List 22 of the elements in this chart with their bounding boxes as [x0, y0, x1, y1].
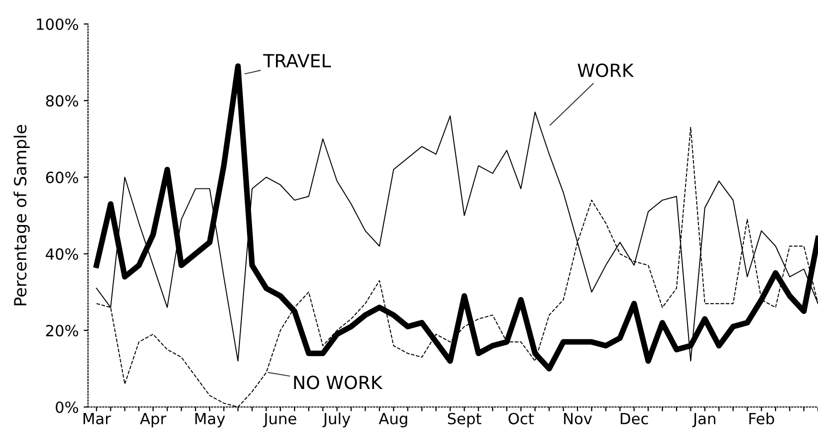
y-tick-label: 80% — [46, 95, 78, 107]
y-tick-label: 40% — [46, 248, 78, 260]
x-tick-label: May — [195, 413, 226, 428]
y-axis-title: Percentage of Sample — [14, 124, 30, 306]
y-tick-label: 20% — [46, 324, 78, 336]
x-tick-label: Nov — [564, 413, 592, 424]
annotation: TRAVEL — [263, 54, 331, 68]
annotation: WORK — [578, 63, 634, 78]
annotation: NO WORK — [294, 376, 383, 390]
y-tick-label: 60% — [46, 172, 78, 184]
x-tick-label: Feb — [749, 412, 774, 424]
x-tick-label: June — [262, 413, 296, 428]
x-tick-label: Dec — [620, 413, 648, 424]
x-tick-label: July — [322, 412, 350, 428]
x-tick-label: Apr — [140, 413, 166, 428]
y-tick-label: 100% — [36, 18, 78, 30]
x-tick-label: Aug — [378, 413, 408, 428]
x-tick-label: Jan — [692, 413, 716, 428]
x-tick-label: Mar — [84, 413, 111, 424]
x-tick-label: Sept — [448, 412, 482, 428]
x-tick-label: Oct — [508, 412, 534, 424]
y-tick-label: 0% — [56, 401, 78, 414]
